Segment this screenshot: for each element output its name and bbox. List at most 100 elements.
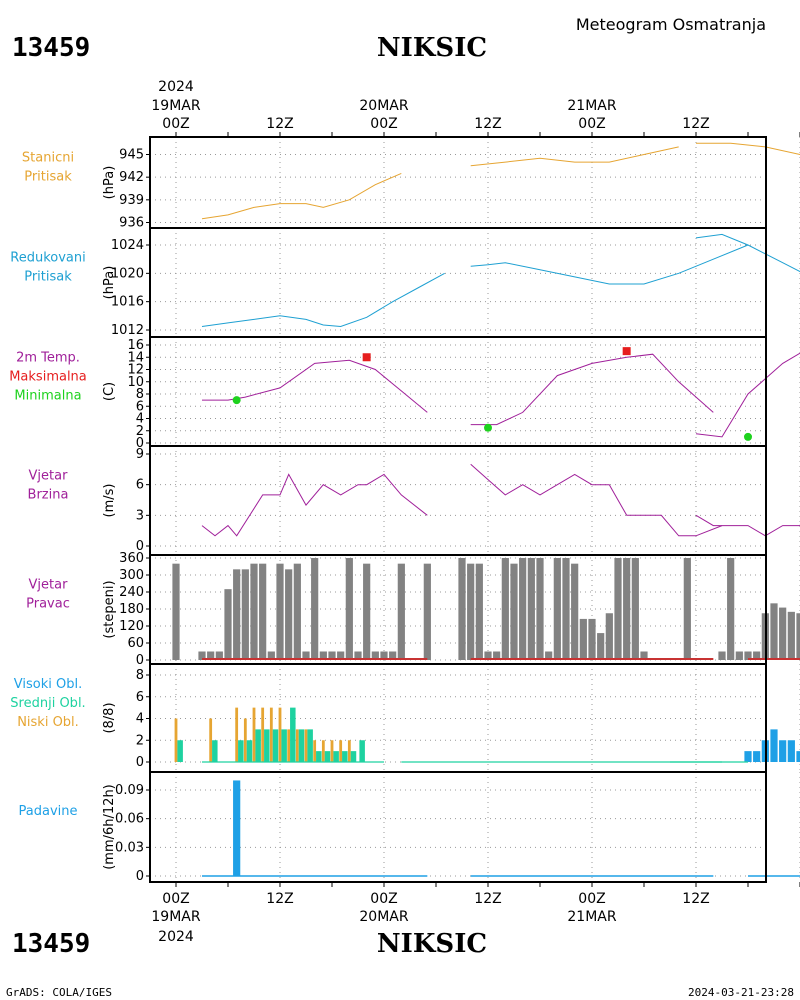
wind-direction-bar [389, 651, 397, 660]
y-tick-label: 0 [136, 869, 144, 884]
panel-label: Niski Obl. [17, 715, 79, 730]
y-tick-label: 6 [136, 478, 144, 493]
wind-direction-bar [553, 558, 561, 660]
y-tick-label: 0.09 [115, 783, 144, 798]
wind-direction-bar [319, 651, 327, 660]
year-top: 2024 [158, 79, 194, 95]
wind-direction-bar [207, 651, 215, 660]
wind-direction-bar [519, 558, 527, 660]
panel-label: Vjetar [29, 469, 69, 484]
y-tick-label: 8 [136, 668, 144, 683]
low-cloud-bar [304, 729, 308, 762]
mid-cloud-bar [177, 740, 183, 762]
station-pressure-line [201, 172, 402, 220]
product-title: Meteogram Osmatranja [576, 15, 766, 34]
station-name-bottom: NIKSIC [377, 929, 487, 959]
low-cloud-bar [313, 740, 317, 762]
wind-direction-bar [579, 618, 587, 660]
y-tick-label: 4 [136, 712, 144, 727]
panel-label: Pritisak [24, 170, 72, 185]
low-cloud-bar [174, 718, 178, 762]
y-tick-label: 360 [119, 551, 144, 566]
wind-direction-bar [484, 651, 492, 660]
y-tick-label: 6 [136, 399, 144, 414]
mid-cloud-bar [238, 740, 244, 762]
panel-frame [149, 336, 767, 447]
low-cloud-bar [269, 707, 273, 762]
wind-direction-bar [510, 563, 518, 660]
wind-direction-bar [371, 651, 379, 660]
y-tick-label: 939 [119, 193, 144, 208]
x-date-label-top: 21MAR [567, 98, 616, 114]
x-hour-label-bottom: 00Z [162, 891, 189, 907]
reduced-pressure-line [470, 244, 749, 285]
wind-direction-bar [605, 613, 613, 660]
panel-label: Stanicni [22, 151, 74, 166]
y-tick-label: 945 [119, 148, 144, 163]
wind-direction-bar [337, 651, 345, 660]
y-tick-label: 0 [136, 653, 144, 668]
panel-label: Padavine [19, 804, 78, 819]
unit-label: (hPa) [102, 266, 117, 300]
wind-direction-bar [241, 569, 249, 660]
wind-direction-bar [285, 569, 293, 660]
panel-label: Redukovani [10, 251, 85, 266]
panel-frame [149, 771, 767, 883]
footer-timestamp: 2024-03-21-23:28 [688, 986, 794, 999]
x-date-label-top: 19MAR [151, 98, 200, 114]
x-hour-label-top: 00Z [162, 116, 189, 132]
x-hour-label-bottom: 00Z [370, 891, 397, 907]
wind-direction-bar [250, 563, 258, 660]
low-cloud-bar [295, 729, 299, 762]
wind-direction-bar [345, 558, 353, 660]
mid-cloud-bar [246, 740, 253, 762]
temperature-line [202, 359, 428, 413]
y-tick-label: 2 [136, 733, 144, 748]
y-tick-label: 12 [127, 363, 144, 378]
low-cloud-bar [235, 707, 239, 762]
wind-direction-bar [233, 569, 241, 660]
panel-label: Srednji Obl. [10, 696, 85, 711]
wind-direction-bar [493, 651, 501, 660]
precip-bar [233, 780, 241, 876]
wind-direction-bar [787, 611, 795, 660]
footer-software: GrADS: COLA/IGES [6, 986, 112, 999]
low-cloud-bar [243, 718, 247, 762]
y-tick-label: 0 [136, 755, 144, 770]
y-tick-label: 16 [127, 338, 144, 353]
wind-direction-bar [311, 558, 319, 660]
panel-label: Brzina [28, 488, 69, 503]
wind-direction-bar [735, 651, 743, 660]
wind-direction-bar [328, 651, 336, 660]
temperature-line [470, 353, 714, 426]
panel-frame [149, 136, 767, 229]
y-tick-label: 14 [127, 350, 144, 365]
x-hour-label-top: 12Z [682, 116, 709, 132]
unit-label: (C) [102, 382, 117, 401]
wind-direction-bar [259, 563, 267, 660]
tmin-marker [744, 432, 752, 441]
high-cloud-bar [787, 740, 795, 762]
y-tick-label: 60 [127, 636, 144, 651]
high-cloud-bar [770, 729, 778, 762]
y-tick-label: 0.06 [115, 812, 144, 827]
wind-direction-bar [597, 633, 605, 660]
station-name-top: NIKSIC [377, 33, 487, 63]
wind-direction-bar [571, 563, 579, 660]
x-hour-label-top: 12Z [266, 116, 293, 132]
wind-direction-bar [354, 651, 362, 660]
station-pressure-line [696, 142, 800, 156]
wind-direction-bar [224, 589, 232, 660]
y-tick-label: 942 [119, 170, 144, 185]
high-cloud-bar [779, 740, 787, 762]
mid-cloud-bar [264, 729, 270, 762]
reduced-pressure-line [695, 233, 800, 273]
panel-label: Pritisak [24, 270, 72, 285]
unit-label: (hPa) [102, 166, 117, 200]
y-tick-label: 3 [136, 508, 144, 523]
x-hour-label-bottom: 12Z [682, 891, 709, 907]
wind-speed-line [470, 463, 723, 537]
wind-direction-bar [475, 563, 483, 660]
unit-label: (mm/6h/12h) [102, 784, 117, 870]
